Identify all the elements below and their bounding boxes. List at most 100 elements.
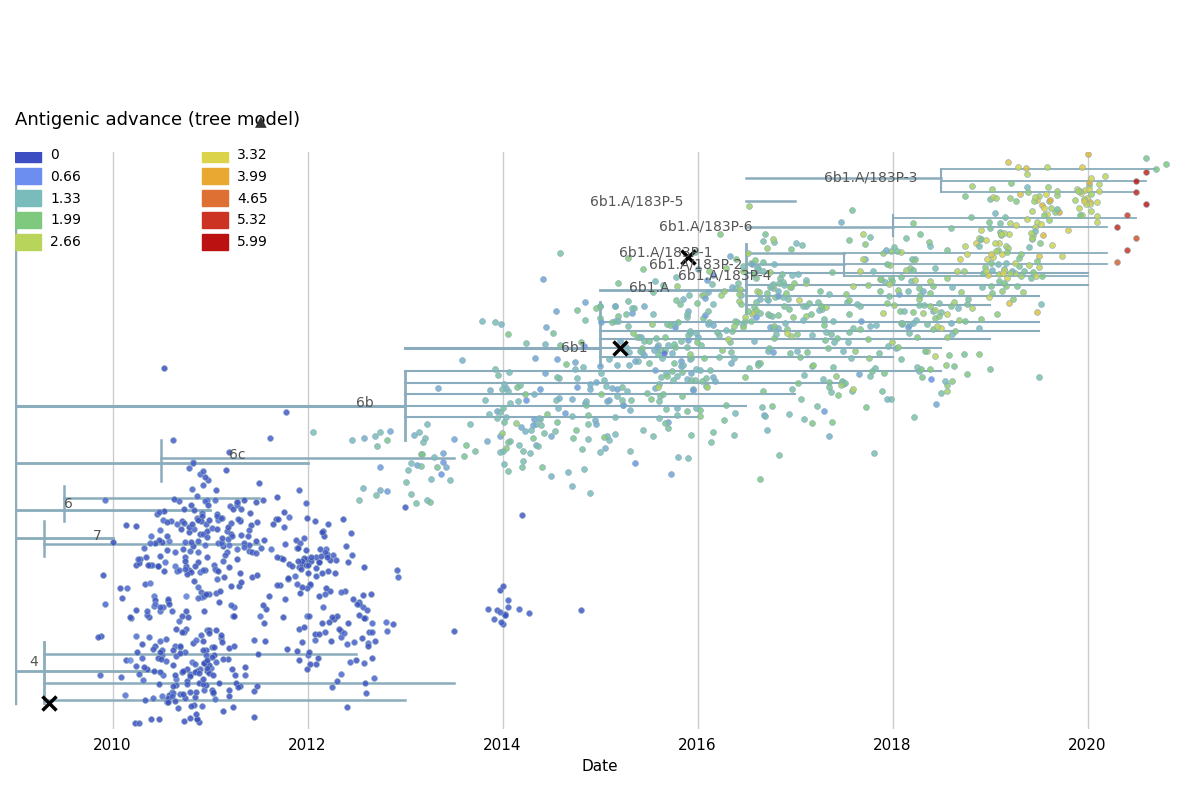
Point bbox=[971, 312, 990, 325]
Point bbox=[756, 227, 775, 240]
Point bbox=[199, 623, 218, 636]
Point bbox=[750, 357, 769, 370]
Point bbox=[304, 425, 323, 438]
Point bbox=[979, 291, 998, 304]
Point bbox=[566, 381, 586, 394]
Point bbox=[173, 665, 192, 678]
Point bbox=[948, 264, 967, 277]
Point bbox=[355, 677, 374, 690]
Point bbox=[173, 626, 192, 639]
Point bbox=[179, 462, 198, 474]
Point bbox=[688, 331, 707, 343]
Point bbox=[205, 494, 224, 507]
Text: 5.99: 5.99 bbox=[238, 235, 268, 249]
Point bbox=[332, 667, 352, 680]
Point bbox=[475, 394, 494, 406]
Point bbox=[1010, 189, 1030, 201]
Point bbox=[750, 307, 769, 320]
Point bbox=[727, 316, 746, 328]
Point bbox=[794, 413, 814, 426]
Point bbox=[187, 713, 206, 726]
Point bbox=[697, 274, 716, 286]
Point bbox=[524, 352, 544, 365]
Point bbox=[499, 365, 518, 378]
Point bbox=[632, 346, 652, 358]
Point bbox=[283, 560, 302, 573]
Text: 0: 0 bbox=[50, 148, 59, 162]
Point bbox=[590, 300, 610, 312]
Point bbox=[904, 317, 923, 330]
Point bbox=[984, 250, 1003, 263]
Point bbox=[242, 570, 262, 583]
Point bbox=[810, 304, 829, 316]
Point bbox=[138, 559, 157, 571]
Point bbox=[515, 425, 534, 438]
Point bbox=[308, 652, 328, 664]
Point bbox=[362, 651, 382, 664]
Point bbox=[653, 352, 672, 365]
Point bbox=[134, 660, 154, 673]
Point bbox=[996, 211, 1015, 224]
Point bbox=[196, 470, 215, 483]
Point bbox=[788, 267, 808, 280]
Point bbox=[1022, 233, 1042, 245]
Point bbox=[739, 361, 758, 374]
Point bbox=[1024, 194, 1043, 207]
Point bbox=[818, 342, 838, 354]
Point bbox=[186, 691, 205, 704]
Point bbox=[781, 281, 800, 294]
Point bbox=[832, 216, 851, 229]
Point bbox=[349, 596, 368, 608]
Point bbox=[892, 353, 911, 365]
Point bbox=[314, 529, 334, 542]
FancyBboxPatch shape bbox=[16, 234, 41, 250]
Point bbox=[199, 658, 218, 671]
Point bbox=[994, 267, 1013, 279]
Point bbox=[330, 623, 349, 636]
Point bbox=[319, 615, 338, 628]
Point bbox=[145, 598, 164, 611]
Point bbox=[904, 216, 923, 229]
Point bbox=[1032, 218, 1051, 230]
Point bbox=[643, 308, 662, 320]
Point bbox=[155, 564, 174, 577]
Point bbox=[389, 571, 408, 584]
Point bbox=[199, 588, 218, 600]
Point bbox=[162, 514, 181, 527]
Point bbox=[96, 597, 115, 610]
Point bbox=[1000, 297, 1019, 309]
Point bbox=[318, 548, 337, 560]
Point bbox=[220, 539, 239, 552]
Point bbox=[742, 257, 761, 270]
Point bbox=[662, 365, 682, 377]
Point bbox=[851, 323, 870, 335]
Point bbox=[839, 234, 858, 247]
Point bbox=[654, 346, 673, 359]
Point bbox=[1003, 293, 1022, 305]
Point bbox=[667, 280, 686, 293]
Point bbox=[650, 389, 670, 402]
Point bbox=[149, 651, 168, 664]
Point bbox=[444, 433, 463, 446]
Point bbox=[362, 617, 382, 630]
Point bbox=[880, 290, 899, 302]
Point bbox=[172, 750, 191, 762]
Text: 6b1.A/183P-5: 6b1.A/183P-5 bbox=[590, 194, 684, 208]
Point bbox=[656, 331, 676, 343]
Point bbox=[671, 335, 690, 347]
Point bbox=[1012, 248, 1031, 260]
Point bbox=[166, 559, 185, 572]
Point bbox=[487, 404, 506, 417]
Point bbox=[144, 589, 163, 602]
Point bbox=[216, 549, 235, 562]
Point bbox=[212, 636, 232, 649]
Point bbox=[1038, 161, 1057, 174]
Point bbox=[494, 458, 514, 470]
Point bbox=[745, 267, 764, 280]
Point bbox=[1127, 186, 1146, 199]
Point bbox=[270, 579, 289, 592]
Point bbox=[418, 418, 437, 431]
Point bbox=[199, 627, 218, 640]
Point bbox=[239, 539, 258, 552]
Point bbox=[548, 402, 568, 415]
